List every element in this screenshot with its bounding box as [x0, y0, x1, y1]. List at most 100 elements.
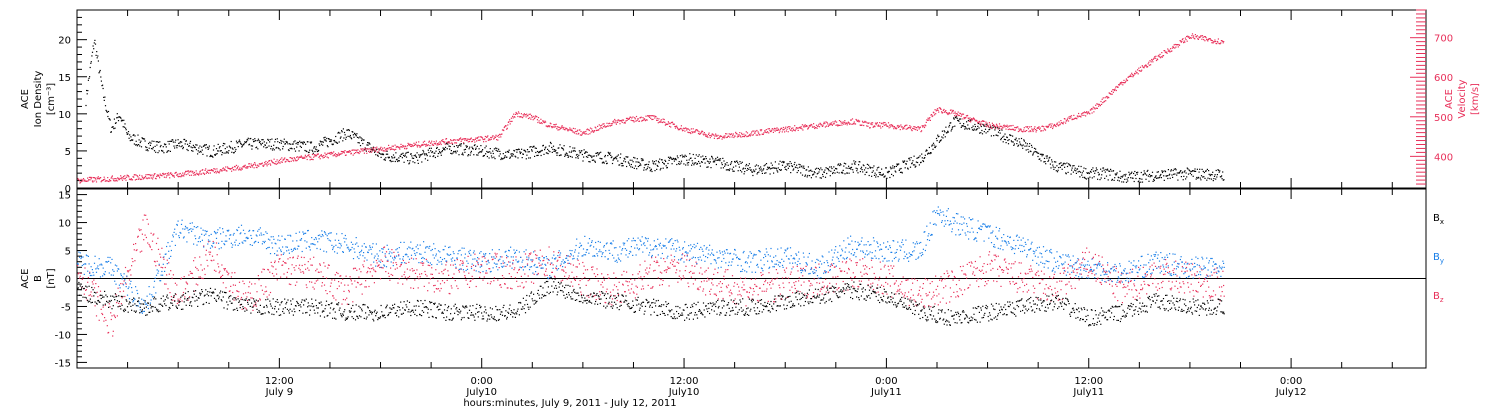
velocity-series-point — [1066, 120, 1067, 121]
velocity-series-point — [925, 125, 926, 126]
velocity-series-point — [419, 145, 420, 146]
bz-series-point — [271, 262, 272, 263]
density-series-point — [673, 158, 674, 159]
bz-series-point — [210, 252, 211, 253]
density-series-point — [471, 147, 472, 148]
bz-series-point — [711, 282, 712, 283]
bz-series-point — [358, 277, 359, 278]
velocity-series-point — [478, 140, 479, 141]
density-series-point — [434, 153, 435, 154]
velocity-series-point — [518, 111, 519, 112]
density-series-point — [686, 160, 687, 161]
density-series-point — [368, 145, 369, 146]
velocity-series-point — [270, 165, 271, 166]
bz-series-point — [107, 325, 108, 326]
bz-series-point — [96, 315, 97, 316]
velocity-series-point — [263, 166, 264, 167]
velocity-series-point — [905, 125, 906, 126]
bz-series-point — [392, 275, 393, 276]
density-series-point — [567, 155, 568, 156]
density-series-point — [580, 152, 581, 153]
velocity-series-point — [601, 127, 602, 128]
velocity-series-point — [297, 156, 298, 157]
density-series-point — [461, 154, 462, 155]
velocity-series-point — [1017, 126, 1018, 127]
bz-series-point — [571, 272, 572, 273]
density-series-point — [330, 139, 331, 140]
velocity-series-point — [708, 134, 709, 135]
density-series-point — [697, 163, 698, 164]
density-series-point — [94, 40, 95, 41]
density-series-point — [517, 157, 518, 158]
bz-series-point — [423, 263, 424, 264]
bz-series-point — [449, 293, 450, 294]
density-series-point — [85, 105, 86, 106]
density-series-point — [828, 169, 829, 170]
bz-series-point — [652, 287, 653, 288]
density-series-point — [1169, 174, 1170, 175]
velocity-series-point — [691, 128, 692, 129]
density-series-point — [569, 151, 570, 152]
velocity-series-point — [375, 150, 376, 151]
density-series-point — [1032, 147, 1033, 148]
density-series-point — [617, 156, 618, 157]
bz-series-point — [688, 286, 689, 287]
density-series-point — [221, 150, 222, 151]
bz-series-point — [142, 219, 143, 220]
density-series-point — [98, 60, 99, 61]
density-series-point — [831, 166, 832, 167]
velocity-series-point — [990, 125, 991, 126]
bz-series-point — [578, 284, 579, 285]
velocity-series-point — [825, 121, 826, 122]
density-series-point — [397, 159, 398, 160]
density-series-point — [985, 129, 986, 130]
velocity-series-point — [301, 157, 302, 158]
bz-series-point — [738, 286, 739, 287]
velocity-series-point — [246, 166, 247, 167]
bz-series-point — [515, 277, 516, 278]
velocity-series-point — [994, 126, 995, 127]
velocity-series-point — [903, 128, 904, 129]
density-series-point — [657, 166, 658, 167]
density-series-point — [343, 137, 344, 138]
velocity-series-point — [183, 175, 184, 176]
velocity-series-point — [1154, 58, 1155, 59]
density-series-point — [637, 161, 638, 162]
velocity-series-point — [264, 164, 265, 165]
velocity-series-point — [877, 122, 878, 123]
velocity-series-point — [1193, 35, 1194, 36]
density-series-point — [706, 158, 707, 159]
velocity-series-point — [1105, 100, 1106, 101]
density-series-point — [145, 146, 146, 147]
density-series-point — [698, 161, 699, 162]
density-series-point — [192, 151, 193, 152]
velocity-series-point — [165, 173, 166, 174]
bz-series-point — [709, 291, 710, 292]
bz-series-point — [384, 247, 385, 248]
velocity-series-point — [590, 128, 591, 129]
bz-series-point — [299, 265, 300, 266]
velocity-series-point — [632, 120, 633, 121]
density-series-point — [647, 168, 648, 169]
bz-series-point — [569, 275, 570, 276]
bz-series-point — [254, 304, 255, 305]
density-series-point — [1121, 181, 1122, 182]
bz-series-point — [452, 277, 453, 278]
velocity-series-point — [1151, 61, 1152, 62]
velocity-series-point — [932, 115, 933, 116]
bz-series-point — [540, 265, 541, 266]
density-series-point — [186, 149, 187, 150]
velocity-series-point — [411, 146, 412, 147]
velocity-series-point — [1082, 115, 1083, 116]
velocity-series-point — [781, 128, 782, 129]
density-series-point — [156, 145, 157, 146]
velocity-series-point — [700, 133, 701, 134]
bz-series-point — [301, 257, 302, 258]
velocity-series-point — [951, 112, 952, 113]
bz-series-point — [287, 258, 288, 259]
velocity-series-point — [413, 145, 414, 146]
velocity-series-point — [268, 164, 269, 165]
bz-series-point — [113, 331, 114, 332]
velocity-series-point — [1148, 63, 1149, 64]
bz-series-point — [120, 291, 121, 292]
